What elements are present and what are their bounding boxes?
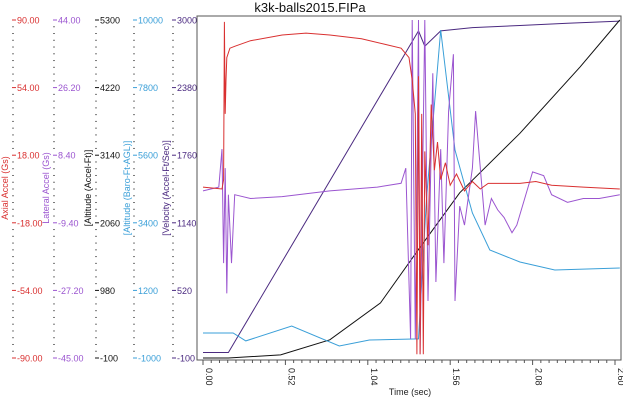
- series-axial-line: [202, 21, 620, 355]
- x-tick-label: 1.56: [451, 368, 461, 386]
- y-axis-lateral: 44.00 26.20 8.40 -9.40 -27.20 -45.00 Lateral A…: [41, 16, 84, 364]
- y-tick-label: 520: [177, 286, 192, 296]
- series-lateral-line: [202, 19, 620, 355]
- x-tick-label: 1.04: [369, 368, 379, 386]
- y-tick-label: 26.20: [58, 83, 81, 93]
- y-axis-title: [Velocity (Accel-Ft/Sec)]: [161, 140, 171, 236]
- x-tick-label: 2.60: [616, 368, 623, 386]
- y-tick-label: 1200: [138, 286, 158, 296]
- y-tick-label: 980: [100, 286, 115, 296]
- y-tick-label: -1000: [138, 354, 161, 364]
- y-tick-label: 7800: [138, 83, 158, 93]
- series-altitude-line: [203, 19, 621, 359]
- y-axis-velocity: 3000 2380 1760 1140 520 -100 [Velocity (Accel-…: [161, 16, 197, 364]
- y-tick-label: 8.40: [58, 151, 76, 161]
- x-axis-title: Time (sec): [389, 387, 431, 397]
- y-tick-label: 54.00: [17, 83, 40, 93]
- x-tick-label: 0.00: [204, 368, 214, 386]
- y-tick-label: 10000: [138, 16, 163, 26]
- y-axis-title: [Altitude (Accel-Ft)]: [83, 150, 93, 227]
- y-axis-title: [Altitude (Baro-Ft-AGL)]: [122, 141, 132, 236]
- y-tick-label: 3140: [100, 151, 120, 161]
- y-tick-label: 5600: [138, 151, 158, 161]
- x-tick-label: 0.52: [286, 368, 296, 386]
- y-axis-title: Axial Accel (Gs): [0, 156, 10, 220]
- y-tick-label: -54.00: [17, 286, 43, 296]
- y-tick-label: 4220: [100, 83, 120, 93]
- y-tick-label: 2060: [100, 218, 120, 228]
- y-tick-label: -100: [100, 354, 118, 364]
- y-tick-label: 44.00: [58, 16, 81, 26]
- y-tick-label: 18.00: [17, 151, 40, 161]
- y-tick-label: 90.00: [17, 16, 40, 26]
- y-tick-label: 2380: [177, 83, 197, 93]
- y-tick-label: -9.40: [58, 218, 79, 228]
- x-tick-label: 2.08: [534, 368, 544, 386]
- y-tick-label: -27.20: [58, 286, 84, 296]
- y-tick-label: -18.00: [17, 218, 43, 228]
- y-tick-label: 3400: [138, 218, 158, 228]
- y-axis-title: Lateral Accel (Gs): [41, 152, 51, 224]
- chart-title: k3k-balls2015.FIPa: [254, 0, 366, 15]
- y-axis-axial: 90.00 54.00 18.00 -18.00 -54.00 -90.00 Axial A…: [0, 16, 43, 364]
- y-axis-altitude: 5300 4220 3140 2060 980 -100 [Altitude (Accel-…: [83, 16, 120, 364]
- y-tick-label: -100: [177, 354, 195, 364]
- y-tick-label: 5300: [100, 16, 120, 26]
- y-tick-label: -90.00: [17, 354, 43, 364]
- y-tick-label: 3000: [177, 16, 197, 26]
- y-tick-label: 1140: [177, 218, 196, 228]
- y-tick-label: 1760: [177, 151, 197, 161]
- y-tick-label: -45.00: [58, 354, 84, 364]
- y-axis-baro: 10000 7800 5600 3400 1200 -1000 [Altitude (Bar…: [122, 16, 163, 364]
- plot-frame: [196, 15, 622, 361]
